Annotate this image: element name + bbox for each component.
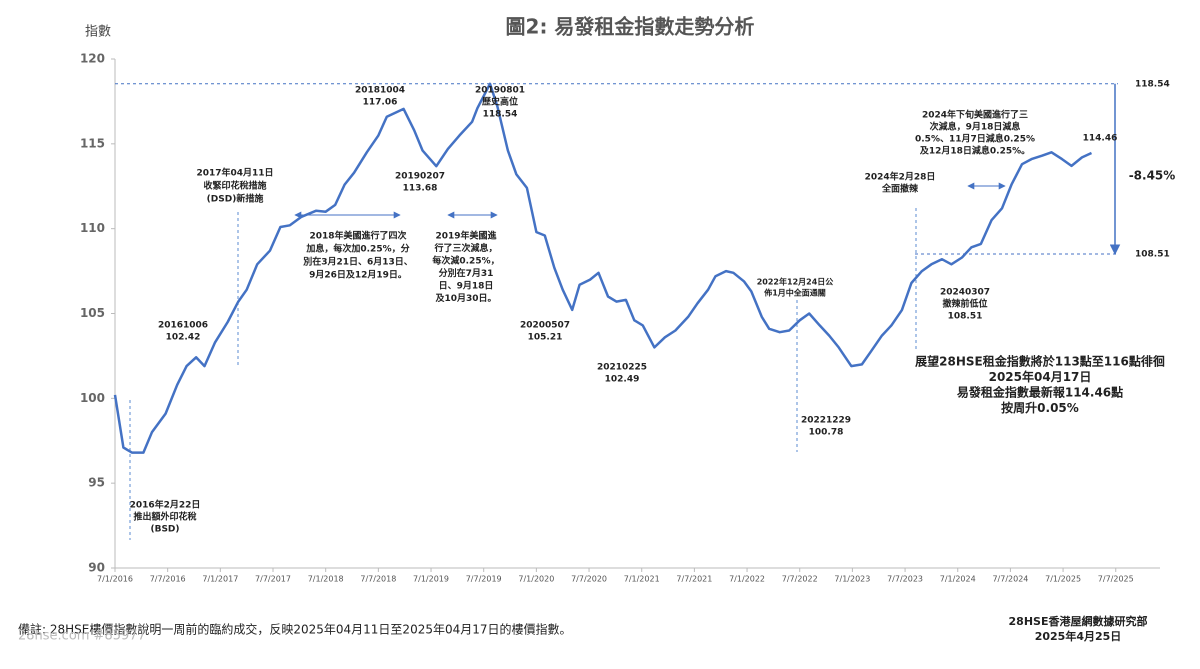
x-tick-label: 7/7/2024 (992, 575, 1028, 584)
x-tick-label: 7/1/2024 (940, 575, 976, 584)
footer-source: 28HSE香港屋網數據研究部 (1009, 614, 1148, 628)
x-tick-label: 7/7/2020 (571, 575, 607, 584)
reference-label: 108.51 (1135, 249, 1170, 259)
watermark: 28hse.com #85977 (18, 629, 146, 644)
annotation: 9月26日及12月19日。 (309, 270, 407, 281)
annotation: 次減息，9月18日減息 (930, 121, 1021, 133)
annotation: 114.46 (1083, 134, 1118, 144)
annotation: 2016年2月22日 (130, 499, 201, 511)
reference-label: 118.54 (1135, 79, 1170, 89)
y-axis-label: 指數 (85, 25, 111, 40)
annotation: 117.06 (363, 98, 398, 108)
annotation: (DSD)新措施 (207, 193, 264, 205)
annotation: 及12月18日減息0.25%。 (920, 145, 1030, 157)
footer-note: 備註: 28HSE樓價指數說明一周前的臨約成交，反映2025年04月11日至20… (18, 622, 572, 637)
annotation: 全面撤辣 (881, 183, 919, 195)
x-tick-label: 7/1/2019 (413, 575, 449, 584)
annotation: 收緊印花稅措施 (203, 180, 266, 192)
annotation: 118.54 (483, 110, 518, 120)
chart-title: 圖2: 易發租金指數走勢分析 (506, 15, 755, 39)
annotation: 2019年美國進 (435, 230, 497, 242)
annotation: 2024年2月28日 (865, 171, 936, 183)
index-line (113, 82, 1093, 454)
y-tick-label: 105 (80, 306, 105, 320)
y-tick-label: 115 (80, 136, 105, 150)
annotation: (BSD) (150, 525, 179, 535)
x-tick-label: 7/7/2016 (150, 575, 186, 584)
annotation: 20161006 (158, 321, 208, 331)
annotation: 歷史高位 (482, 96, 518, 108)
y-tick-label: 110 (80, 221, 105, 235)
x-tick-label: 7/7/2018 (360, 575, 396, 584)
summary: 易發租金指數最新報114.46點 (957, 385, 1123, 400)
change-label: -8.45% (1129, 169, 1176, 183)
x-tick-label: 7/7/2017 (255, 575, 291, 584)
annotation: 分別在7月31 (439, 267, 494, 279)
x-tick-label: 7/1/2017 (202, 575, 238, 584)
annotation: 102.42 (166, 333, 201, 343)
summary: 按周升0.05% (1001, 400, 1079, 415)
annotation: 102.49 (605, 375, 640, 385)
annotation: 20190801 (475, 86, 525, 96)
x-tick-label: 7/1/2016 (97, 575, 133, 584)
annotation: 20221229 (801, 416, 851, 426)
annotation: 20200507 (520, 321, 570, 331)
annotation: 2018年美國進行了四次 (309, 230, 406, 242)
annotation: 撤辣前低位 (942, 298, 987, 310)
x-tick-label: 7/1/2021 (624, 575, 660, 584)
y-tick-label: 120 (80, 52, 105, 66)
annotation: 佈1月中全面通關 (763, 288, 826, 298)
annotation: 推出額外印花稅 (133, 511, 196, 523)
annotation: 每次減0.25%， (432, 255, 499, 267)
annotation: 別在3月21日、6月13日、 (302, 256, 413, 268)
annotation: 0.5%、11月7日減息0.25% (915, 133, 1035, 145)
summary: 2025年04月17日 (989, 369, 1092, 384)
x-tick-label: 7/7/2019 (466, 575, 502, 584)
x-tick-label: 7/1/2020 (518, 575, 554, 584)
x-tick-label: 7/7/2021 (676, 575, 712, 584)
footer-date: 2025年4月25日 (1035, 629, 1122, 643)
x-tick-label: 7/1/2022 (729, 575, 765, 584)
x-tick-label: 7/1/2025 (1045, 575, 1081, 584)
annotation: 100.78 (809, 428, 844, 438)
annotation: 及10月30日。 (435, 293, 496, 304)
annotation: 日、9月18日 (439, 281, 494, 292)
annotation: 20210225 (597, 363, 647, 373)
annotation: 105.21 (528, 333, 563, 343)
x-tick-label: 7/7/2022 (782, 575, 818, 584)
annotation: 108.51 (948, 312, 983, 322)
summary: 展望28HSE租金指數將於113點至116點徘徊 (915, 354, 1165, 369)
annotation: 加息，每次加0.25%，分 (305, 243, 409, 255)
y-tick-label: 95 (88, 476, 105, 490)
annotation: 2022年12月24日公 (757, 277, 834, 287)
annotation: 2017年04月11日 (196, 167, 273, 179)
x-tick-label: 7/7/2025 (1098, 575, 1134, 584)
x-tick-label: 7/1/2018 (308, 575, 344, 584)
annotation: 20240307 (940, 288, 990, 298)
x-tick-label: 7/1/2023 (834, 575, 870, 584)
annotation: 行了三次減息， (433, 242, 497, 254)
x-tick-label: 7/7/2023 (887, 575, 923, 584)
annotation: 2024年下旬美國進行了三 (922, 109, 1028, 121)
annotation: 113.68 (403, 184, 438, 194)
y-tick-label: 90 (88, 561, 105, 575)
y-tick-label: 100 (80, 391, 105, 405)
annotation: 20190207 (395, 172, 445, 182)
annotation: 20181004 (355, 86, 405, 96)
